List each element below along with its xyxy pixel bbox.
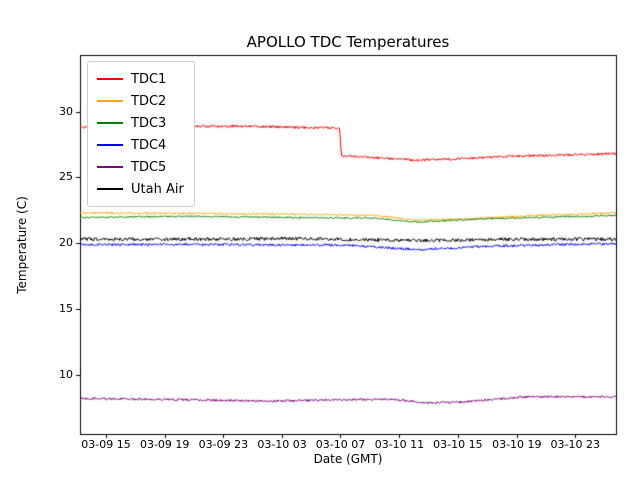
legend-label: TDC4 [131, 137, 167, 153]
y-tick-label: 15 [59, 301, 73, 315]
legend-label: TDC1 [131, 71, 167, 87]
legend-line-swatch [97, 100, 123, 102]
x-tick-label: 03-10 23 [550, 438, 600, 451]
legend-line-swatch [97, 78, 123, 80]
x-tick-label: 03-10 15 [433, 438, 483, 451]
x-axis-label: Date (GMT) [313, 452, 383, 466]
legend-label: TDC5 [131, 159, 167, 175]
legend-item-tdc5: TDC5 [97, 156, 184, 178]
x-tick-label: 03-09 23 [198, 438, 249, 451]
x-tick-label: 03-09 19 [139, 438, 190, 451]
legend-item-tdc3: TDC3 [97, 112, 184, 134]
x-tick-label: 03-10 03 [257, 438, 307, 451]
y-tick-label: 25 [59, 170, 73, 184]
legend-line-swatch [97, 122, 123, 124]
legend-line-swatch [97, 144, 123, 146]
y-tick-label: 10 [59, 367, 73, 381]
legend-label: TDC2 [131, 93, 167, 109]
y-tick-label: 20 [59, 236, 73, 250]
legend-item-tdc4: TDC4 [97, 134, 184, 156]
legend-item-tdc2: TDC2 [97, 90, 184, 112]
legend-line-swatch [97, 188, 123, 190]
x-tick-label: 03-10 07 [315, 438, 366, 451]
y-tick-label: 30 [59, 104, 73, 118]
x-tick-label: 03-10 19 [492, 438, 542, 451]
legend-label: TDC3 [131, 115, 167, 131]
x-tick-label: 03-09 15 [81, 438, 131, 451]
legend-line-swatch [97, 166, 123, 168]
x-tick-label: 03-10 11 [374, 438, 425, 451]
legend-item-utah-air: Utah Air [97, 178, 184, 200]
chart-title: APOLLO TDC Temperatures [246, 33, 450, 51]
legend: TDC1 TDC2 TDC3 TDC4 TDC5 Utah Air [87, 61, 195, 207]
legend-label: Utah Air [131, 181, 184, 197]
legend-item-tdc1: TDC1 [97, 68, 184, 90]
